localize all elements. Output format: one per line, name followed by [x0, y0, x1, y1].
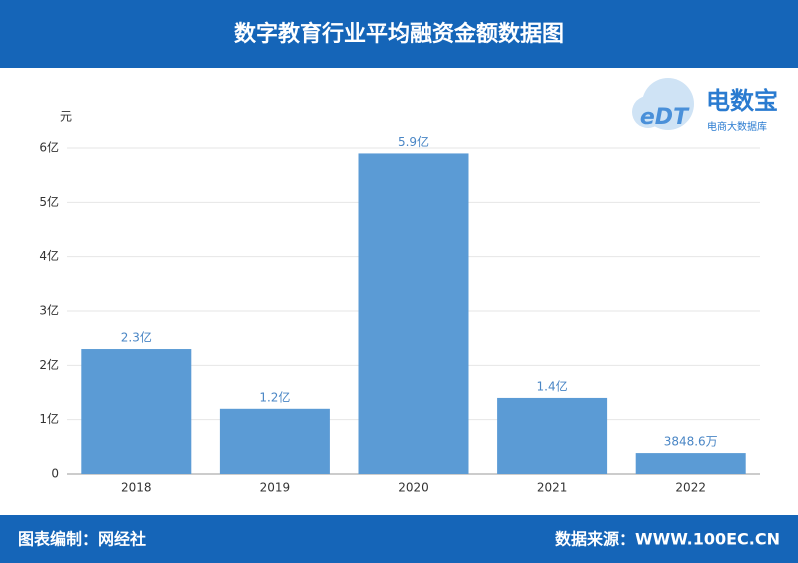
logo-tagline: 电商大数据库 — [707, 120, 767, 133]
data-label: 5.9亿 — [398, 134, 429, 149]
y-tick-label: 1亿 — [39, 411, 59, 426]
data-label: 2.3亿 — [121, 330, 152, 345]
y-axis-label: 元 — [60, 110, 72, 124]
chart-title: 数字教育行业平均融资金额数据图 — [234, 21, 564, 47]
header-band — [0, 0, 798, 68]
data-label: 3848.6万 — [664, 435, 718, 449]
x-tick-label: 2018 — [121, 481, 152, 495]
x-tick-label: 2022 — [675, 481, 706, 495]
footer-right: 数据来源：WWW.100EC.CN — [555, 530, 780, 549]
logo-cloud — [632, 96, 664, 128]
y-tick-label: 5亿 — [39, 194, 59, 209]
y-tick-label: 2亿 — [39, 357, 59, 372]
data-label: 1.4亿 — [537, 378, 568, 393]
x-tick-label: 2021 — [537, 481, 568, 495]
x-tick-label: 2020 — [398, 481, 429, 495]
bar — [219, 408, 330, 474]
y-tick-label: 0 — [51, 467, 59, 481]
logo: eDT 电数宝 电商大数据库 — [632, 78, 778, 133]
y-tick-label: 4亿 — [39, 248, 59, 263]
bar — [635, 453, 746, 474]
data-label: 1.2亿 — [259, 389, 290, 404]
y-tick-label: 6亿 — [39, 140, 59, 155]
logo-name: 电数宝 — [706, 87, 778, 115]
y-tick-label: 3亿 — [39, 303, 59, 318]
bar — [497, 397, 608, 474]
x-tick-label: 2019 — [260, 481, 291, 495]
logo-mark: eDT — [640, 105, 690, 130]
footer-band — [0, 515, 798, 563]
bar — [81, 349, 192, 474]
footer-left: 图表编制：网经社 — [18, 530, 146, 549]
bar — [358, 153, 469, 474]
